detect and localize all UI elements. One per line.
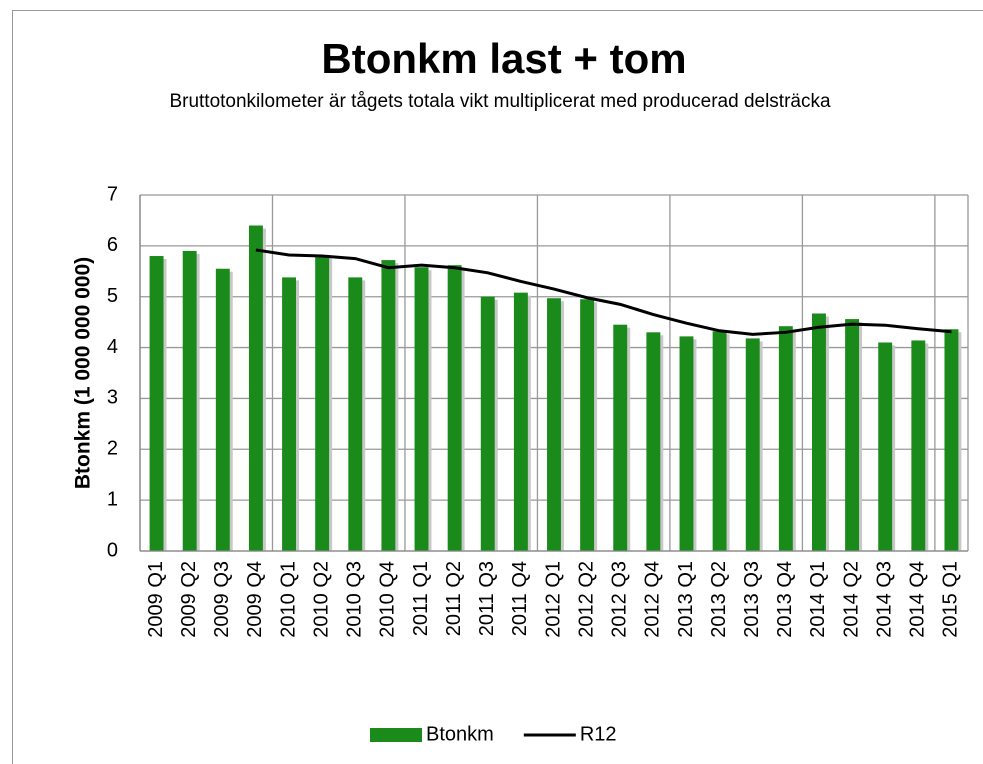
x-tick-label: 2012 Q1 [542, 561, 564, 638]
bar [580, 299, 595, 551]
chart-title: Btonkm last + tom [321, 35, 686, 82]
y-tick-label: 5 [107, 285, 118, 307]
bar [182, 250, 197, 551]
x-tick-label: 2009 Q2 [178, 561, 200, 638]
line [255, 248, 952, 336]
bar [878, 342, 893, 551]
bar [547, 298, 561, 551]
x-tick-label: 2012 Q2 [575, 561, 597, 638]
legend-label: R12 [580, 723, 617, 745]
y-tick-label: 0 [107, 539, 118, 561]
x-tick-label: 2009 Q4 [244, 561, 266, 638]
bar [315, 255, 330, 552]
x-tick-label: 2013 Q4 [774, 561, 796, 638]
bar [513, 292, 528, 551]
bar [812, 313, 826, 551]
bar [215, 268, 230, 551]
x-tick-label: 2012 Q3 [609, 561, 631, 638]
y-tick-label: 4 [107, 336, 118, 358]
x-tick-label: 2011 Q1 [410, 561, 432, 636]
x-tick-label: 2009 Q3 [211, 561, 233, 638]
bar [480, 296, 495, 551]
y-tick-label: 2 [107, 438, 118, 460]
legend-swatch [370, 728, 422, 742]
bar [911, 340, 926, 551]
x-tick-label: 2010 Q2 [310, 561, 332, 638]
x-tick-label: 2013 Q3 [741, 561, 763, 638]
y-tick-label: 3 [107, 387, 118, 409]
bar [248, 225, 263, 551]
x-tick-label: 2011 Q3 [476, 561, 498, 636]
y-tick-label: 1 [107, 488, 118, 510]
x-tick-label: 2014 Q1 [807, 561, 829, 638]
bar [745, 338, 760, 551]
bar [414, 267, 429, 551]
chart-subtitle: Bruttotonkilometer är tågets totala vikt… [169, 91, 831, 112]
bar [778, 326, 793, 551]
x-tick-label: 2011 Q4 [509, 561, 531, 636]
x-tick-label: 2010 Q4 [377, 561, 399, 638]
bar [348, 277, 363, 551]
bar [679, 336, 694, 551]
bar [845, 319, 860, 551]
y-tick-label: 6 [107, 234, 118, 256]
x-tick-label: 2014 Q2 [840, 561, 862, 638]
y-axis-label: Btonkm (1 000 000 000) [72, 257, 95, 489]
y-tick-label: 7 [107, 183, 118, 205]
x-tick-label: 2010 Q1 [277, 561, 299, 638]
x-tick-label: 2014 Q3 [873, 561, 895, 638]
x-tick-label: 2013 Q1 [675, 561, 697, 638]
legend-label: Btonkm [426, 723, 494, 745]
x-tick-label: 2009 Q1 [145, 561, 167, 638]
x-tick-label: 2010 Q3 [344, 561, 366, 638]
x-tick-label: 2012 Q4 [642, 561, 664, 638]
bar [944, 329, 959, 551]
bar [149, 256, 164, 551]
bar [282, 277, 296, 551]
bar [613, 324, 628, 551]
bar [381, 260, 396, 551]
bar [646, 332, 661, 551]
x-tick-label: 2014 Q4 [907, 561, 929, 638]
bar [447, 265, 462, 551]
x-tick-label: 2011 Q2 [443, 561, 465, 636]
x-tick-label: 2013 Q2 [708, 561, 730, 638]
bar [712, 331, 727, 551]
x-tick-label: 2015 Q1 [940, 561, 962, 638]
